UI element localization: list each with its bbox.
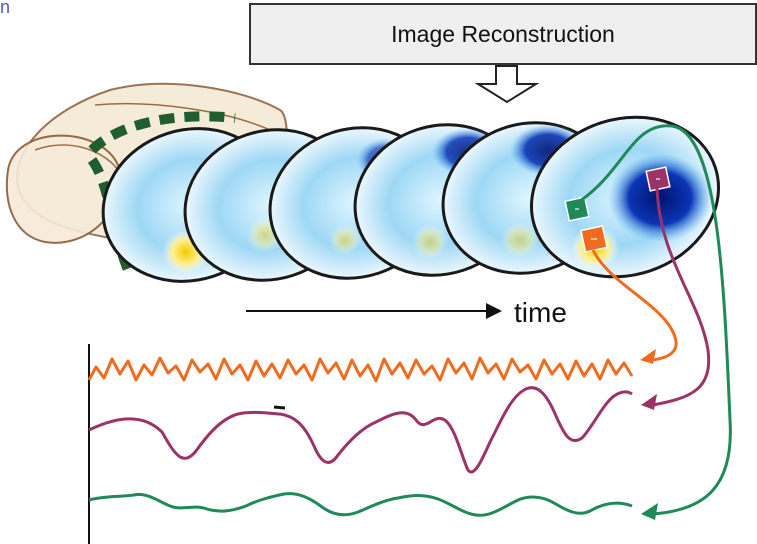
header-down-arrow xyxy=(474,65,540,104)
signal-plot xyxy=(87,344,634,544)
orange-signal-trace xyxy=(87,356,634,383)
roi-magenta-marker xyxy=(645,166,671,192)
image-slice-6 xyxy=(529,115,721,279)
roi-orange-marker xyxy=(580,225,608,253)
small-black-tick xyxy=(273,405,286,410)
image-reconstruction-label: Image Reconstruction xyxy=(391,20,615,47)
image-reconstruction-box: Image Reconstruction xyxy=(249,3,757,65)
corner-mark: n xyxy=(0,0,11,14)
time-label: time xyxy=(514,297,567,328)
magenta-signal-trace xyxy=(88,386,633,474)
connector-arrows xyxy=(579,124,732,520)
green-signal-trace xyxy=(88,492,633,517)
roi-green-marker xyxy=(564,196,590,222)
